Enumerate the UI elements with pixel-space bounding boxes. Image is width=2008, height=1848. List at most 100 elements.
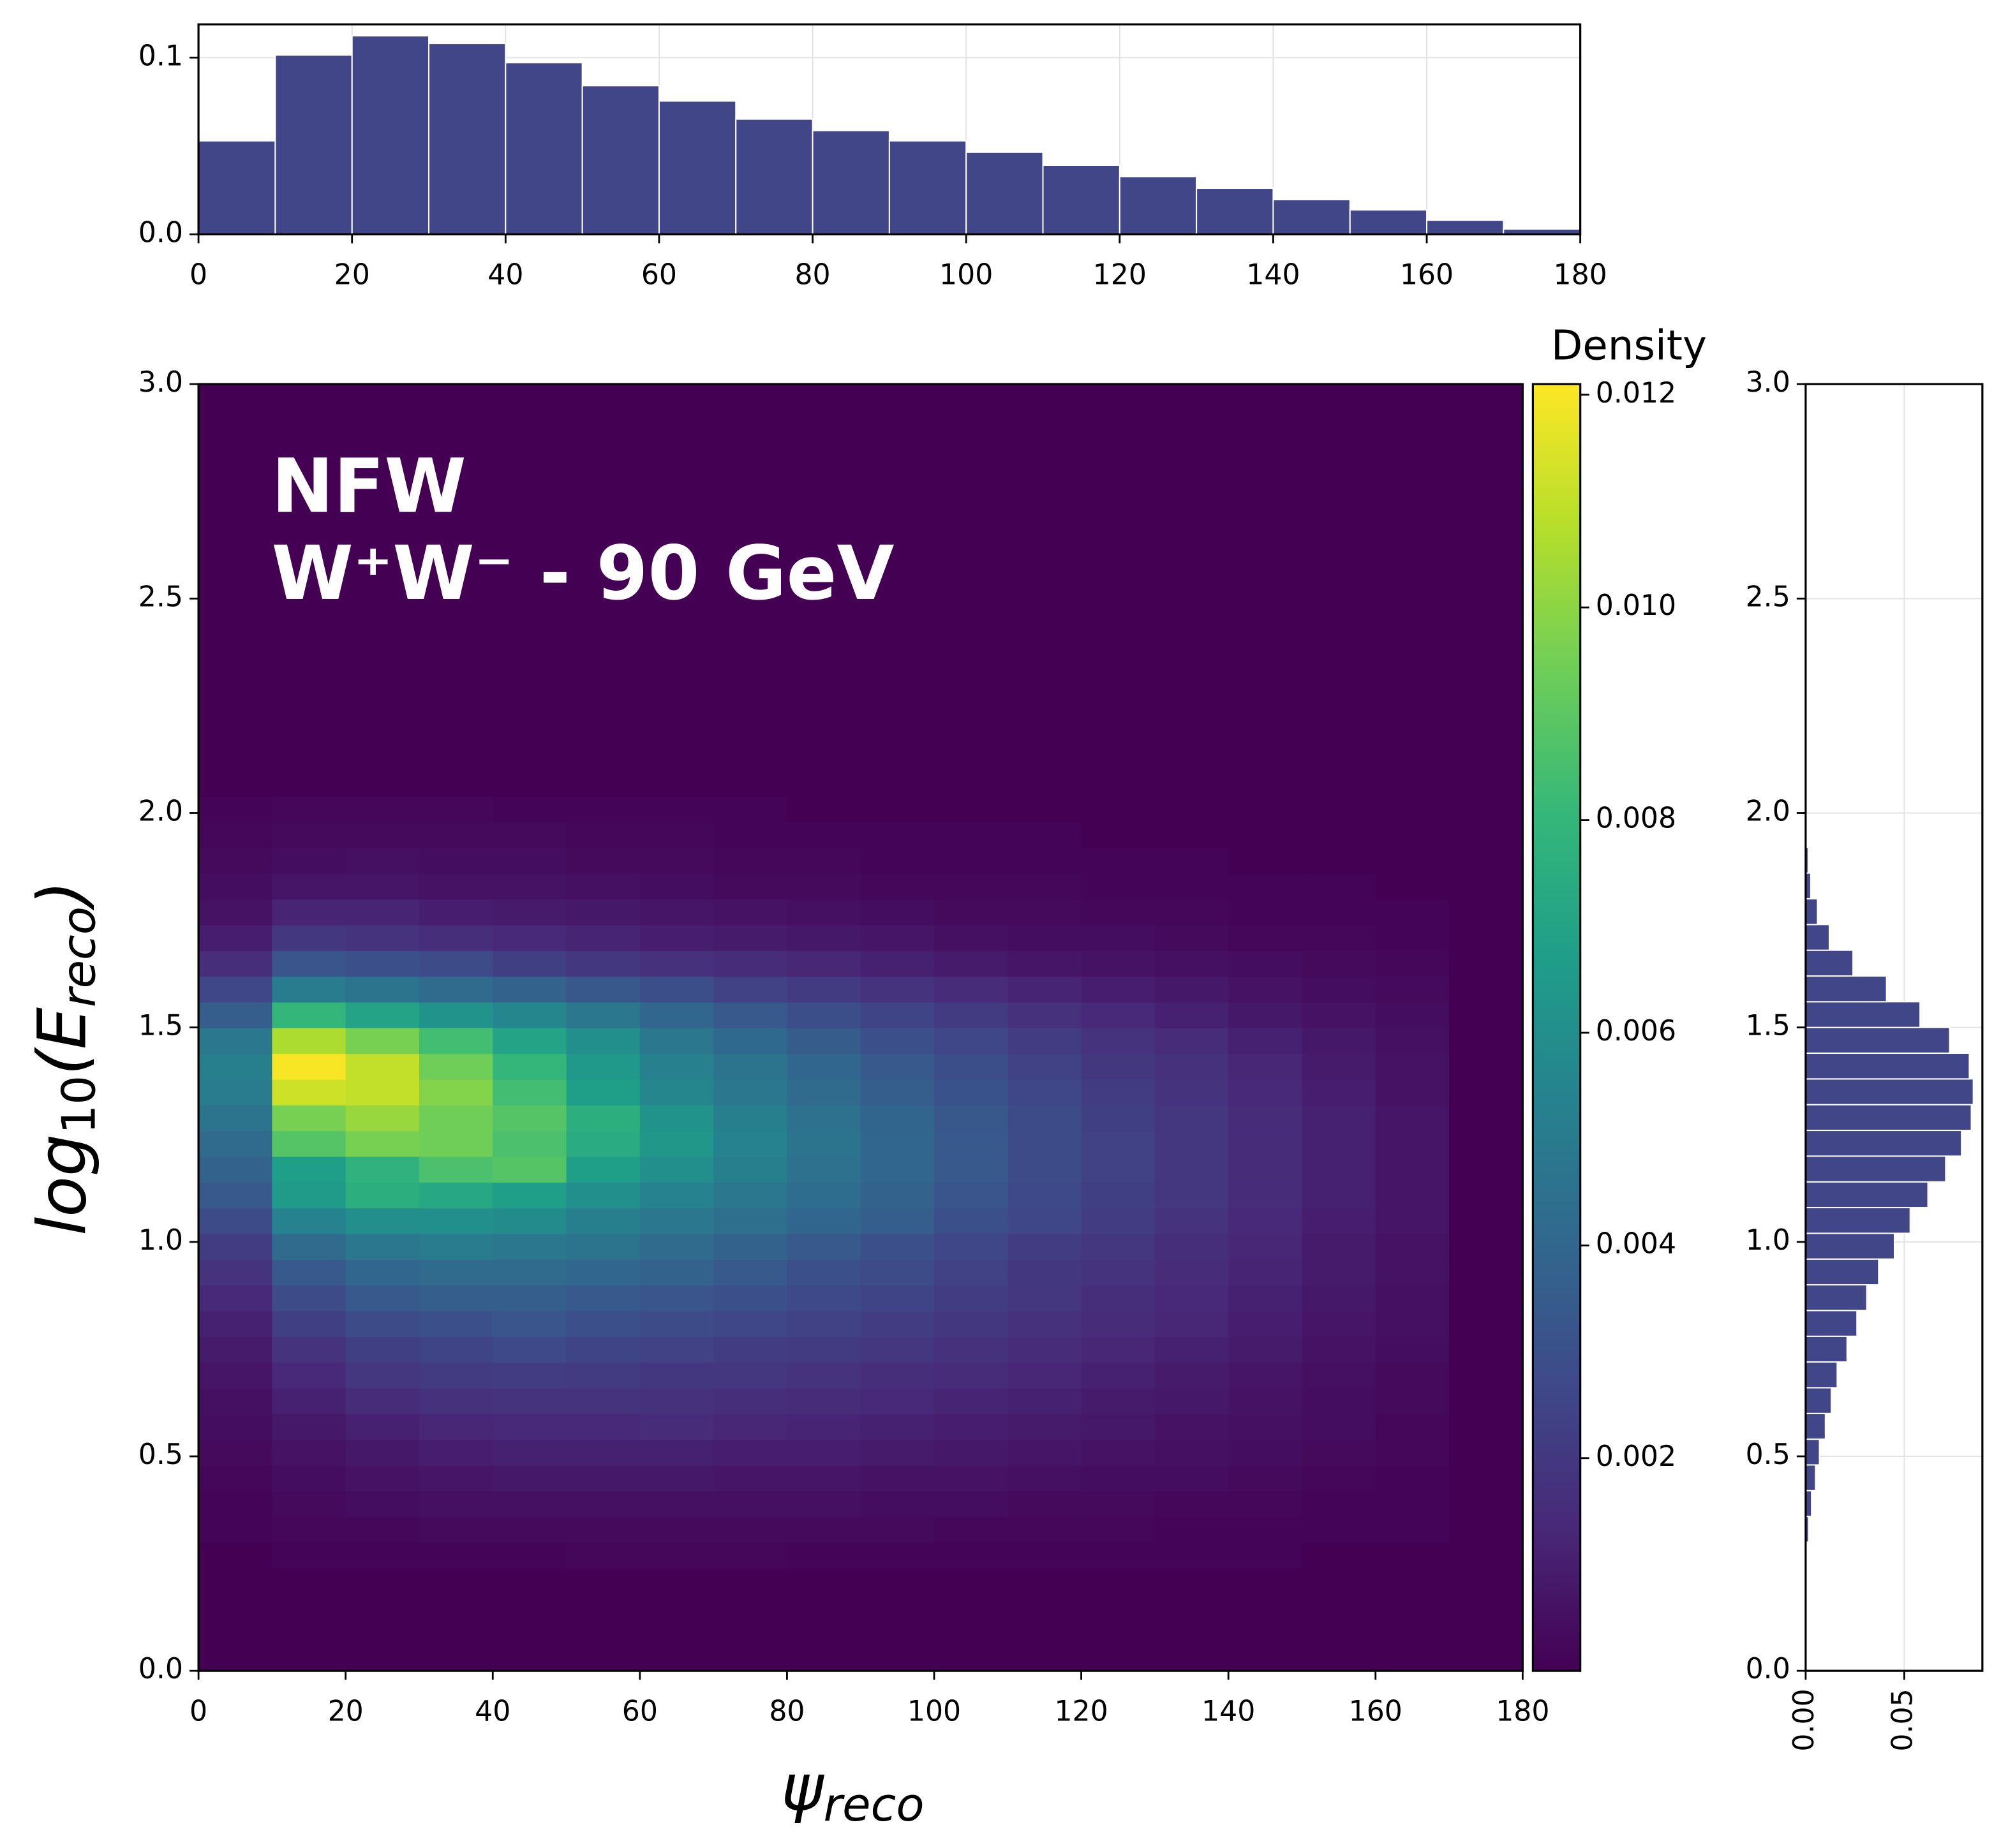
heatmap-cell xyxy=(198,821,273,848)
heatmap-cell xyxy=(198,1465,273,1492)
heatmap-cell xyxy=(493,1285,567,1312)
text-layer: NFW W⁺W⁻ - 90 GeV Density ψreco log10(Er… xyxy=(23,40,1919,1832)
heatmap-cell xyxy=(566,410,641,437)
histogram-bar xyxy=(198,140,276,235)
heatmap-cell xyxy=(1375,435,1450,462)
heatmap-cell xyxy=(1375,461,1450,488)
heatmap-cell xyxy=(419,616,494,642)
heatmap-cell xyxy=(1081,667,1156,694)
heatmap-cell xyxy=(1154,667,1230,694)
heatmap-cell xyxy=(493,1362,567,1389)
heatmap-cell xyxy=(1375,1619,1450,1646)
histogram-bar xyxy=(1804,1053,1970,1080)
heatmap-cell xyxy=(1228,795,1303,823)
heatmap-cell xyxy=(1154,410,1230,437)
heatmap-cell xyxy=(419,770,494,797)
heatmap-cell xyxy=(860,1542,935,1569)
heatmap-cell xyxy=(1302,1387,1376,1414)
heatmap-cell xyxy=(1449,1387,1524,1414)
heatmap-cell xyxy=(1228,1490,1303,1518)
heatmap-cell xyxy=(860,1413,935,1440)
heatmap-cell xyxy=(860,1002,935,1028)
heatmap-cell xyxy=(419,667,494,694)
heatmap-cell xyxy=(639,564,715,591)
heatmap-cell xyxy=(1228,744,1303,771)
heatmap-cell xyxy=(639,1104,715,1132)
heatmap-cell xyxy=(1154,1490,1230,1518)
heatmap-cell xyxy=(934,795,1009,823)
heatmap-cell xyxy=(1302,616,1376,642)
heatmap-cell xyxy=(1154,1542,1230,1569)
heatmap-cell xyxy=(1154,538,1230,565)
heatmap-cell xyxy=(345,924,420,951)
heatmap-cell xyxy=(1375,1490,1450,1518)
heatmap-cell xyxy=(787,384,861,411)
heatmap-cell xyxy=(1154,1027,1230,1054)
heatmap-cell xyxy=(1449,1542,1524,1569)
heatmap-cell xyxy=(566,667,641,694)
heatmap-cell xyxy=(1228,538,1303,565)
heatmap-cell xyxy=(1008,1516,1082,1543)
heatmap-cell xyxy=(419,898,494,926)
histogram-bar xyxy=(1804,1026,1951,1054)
heatmap-cell xyxy=(493,1645,567,1672)
heatmap-cell xyxy=(713,616,788,642)
heatmap-cell xyxy=(934,873,1009,900)
heatmap-cell xyxy=(493,744,567,771)
heatmap-cell xyxy=(787,1413,861,1440)
heatmap-cell xyxy=(934,1387,1009,1414)
heatmap-cell xyxy=(345,1053,420,1080)
heatmap-cell xyxy=(787,1285,861,1312)
x-tick-label: 120 xyxy=(1093,259,1147,292)
heatmap-cell xyxy=(1302,950,1376,977)
heatmap-cell xyxy=(1449,1619,1524,1646)
heatmap-cell xyxy=(1081,1233,1156,1260)
heatmap-cell xyxy=(1081,1336,1156,1363)
heatmap-cell xyxy=(713,1516,788,1543)
heatmap-cell xyxy=(1449,1285,1524,1312)
heatmap-cell xyxy=(1449,924,1524,951)
colorbar-tick-label: 0.006 xyxy=(1596,1015,1676,1047)
heatmap-cell xyxy=(639,1130,715,1157)
heatmap-cell xyxy=(493,718,567,746)
heatmap-cell xyxy=(1302,1208,1376,1234)
heatmap-cell xyxy=(934,1439,1009,1466)
heatmap-cell xyxy=(860,1336,935,1363)
heatmap-cell xyxy=(934,1233,1009,1260)
heatmap-cell xyxy=(860,1310,935,1337)
heatmap-cell xyxy=(1081,1619,1156,1646)
heatmap-cell xyxy=(1081,487,1156,514)
heatmap-cell xyxy=(493,461,567,488)
heatmap-cell xyxy=(1008,1336,1082,1363)
heatmap-cell xyxy=(419,744,494,771)
heatmap-cell xyxy=(198,1181,273,1209)
heatmap-cell xyxy=(566,384,641,411)
heatmap-cell xyxy=(345,950,420,977)
heatmap-cell xyxy=(934,1027,1009,1054)
heatmap-cell xyxy=(713,1362,788,1389)
heatmap-cell xyxy=(566,538,641,565)
heatmap-cell xyxy=(713,1490,788,1518)
heatmap-cell xyxy=(934,461,1009,488)
heatmap-cell xyxy=(493,487,567,514)
heatmap-cell xyxy=(713,821,788,848)
heatmap-cell xyxy=(860,873,935,900)
heatmap-cell xyxy=(1008,795,1082,823)
heatmap-cell xyxy=(860,461,935,488)
heatmap-cell xyxy=(1081,1593,1156,1620)
heatmap-cell xyxy=(493,1439,567,1466)
heatmap-cell xyxy=(1302,1130,1376,1157)
heatmap-cell xyxy=(272,1104,346,1132)
heatmap-cell xyxy=(1154,1079,1230,1105)
heatmap-cell xyxy=(1154,1156,1230,1183)
heatmap-cell xyxy=(345,1387,420,1414)
y-tick-label: 1.5 xyxy=(1746,1010,1790,1042)
heatmap-cell xyxy=(713,1156,788,1183)
heatmap-cell xyxy=(639,1439,715,1466)
heatmap-cell xyxy=(419,1645,494,1672)
heatmap-cell xyxy=(1081,1079,1156,1105)
heatmap-cell xyxy=(419,1362,494,1389)
heatmap-cell xyxy=(1081,873,1156,900)
heatmap-cell xyxy=(639,1593,715,1620)
heatmap-cell xyxy=(198,1156,273,1183)
